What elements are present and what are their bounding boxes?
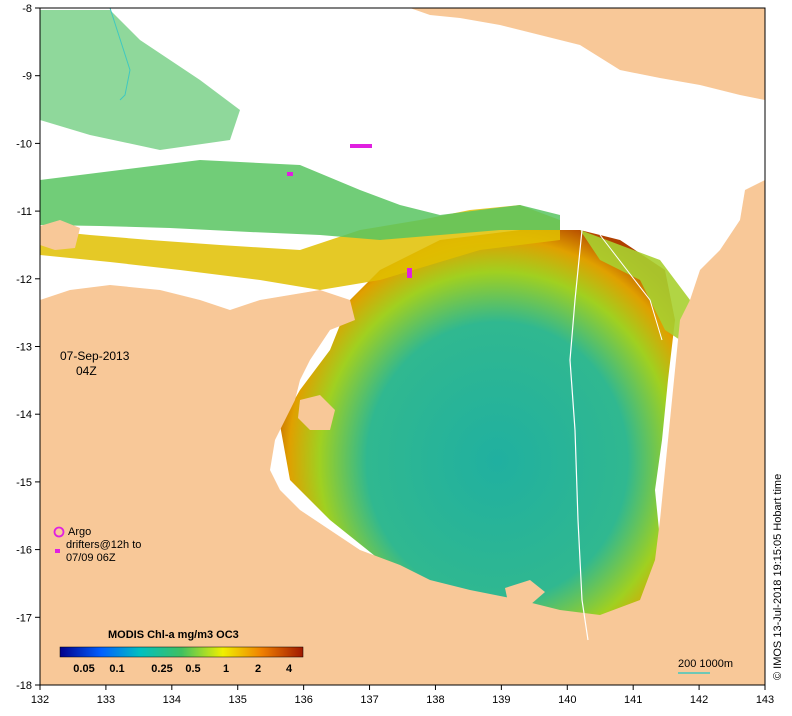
x-tick-label: 141 — [624, 694, 642, 706]
mornington-island — [505, 580, 545, 605]
colorbar-tick-label: 0.05 — [73, 663, 95, 675]
legend-argo-label: Argo — [68, 526, 92, 538]
x-tick-label: 134 — [163, 694, 181, 706]
colorbar-tick-label: 4 — [285, 663, 293, 675]
drifter-marker-icon — [55, 549, 60, 553]
gulf-chlorophyll — [280, 230, 675, 650]
x-tick-label: 140 — [558, 694, 576, 706]
map-date: 07-Sep-2013 — [60, 349, 130, 363]
x-tick-label: 138 — [426, 694, 444, 706]
colorbar-tick-label: 2 — [254, 663, 262, 675]
map-time: 04Z — [76, 364, 97, 378]
legend-drifters-time: 07/09 06Z — [66, 552, 116, 564]
y-tick-label: -13 — [16, 342, 32, 354]
x-tick-label: 142 — [690, 694, 708, 706]
y-tick-label: -12 — [16, 274, 32, 286]
y-tick-label: -15 — [16, 477, 32, 489]
y-tick-label: -14 — [16, 409, 32, 421]
scale-bar-label: 200 1000m — [678, 658, 734, 670]
y-tick-label: -8 — [22, 3, 32, 15]
x-tick-label: 139 — [492, 694, 510, 706]
y-axis: -8 -9 -10 -11 -12 -13 -14 -15 -16 -17 -18 — [16, 3, 40, 692]
x-tick-label: 143 — [756, 694, 774, 706]
timor-sea-patches — [40, 10, 240, 150]
colorbar-tick-label: 1 — [222, 663, 230, 675]
y-tick-label: -10 — [16, 138, 32, 150]
new-guinea-land — [410, 8, 765, 100]
isobath-line-white — [569, 229, 589, 641]
x-tick-label: 136 — [294, 694, 312, 706]
groote-eylandt — [298, 395, 335, 430]
isobath-200m — [109, 7, 131, 101]
y-tick-label: -18 — [16, 680, 32, 692]
tiwi-melville-islands — [40, 220, 80, 250]
y-tick-label: -16 — [16, 545, 32, 557]
colorbar-title: MODIS Chl-a mg/m3 OC3 — [108, 629, 239, 641]
legend-drifters-label: drifters@12h to — [66, 539, 142, 551]
credit-text: © IMOS 13-Jul-2018 19:15:05 Hobart time — [772, 473, 784, 680]
x-tick-label: 135 — [229, 694, 247, 706]
colorbar — [59, 646, 304, 658]
y-tick-label: -11 — [17, 206, 32, 218]
colorbar-tick-label: 0.1 — [109, 663, 125, 675]
colorbar-tick-label: 0.5 — [185, 663, 201, 675]
arafura-green-band — [40, 160, 560, 240]
argo-marker-icon — [53, 526, 65, 538]
x-tick-label: 132 — [31, 694, 49, 706]
y-tick-label: -17 — [16, 612, 32, 624]
colorbar-tick-label: 0.25 — [151, 663, 173, 675]
drifter-tracks — [287, 144, 412, 278]
drifter-track — [407, 268, 412, 278]
australia-land — [40, 180, 765, 685]
x-axis: 132 133 134 135 136 137 138 139 140 141 142 143 — [31, 685, 774, 706]
drifter-track — [287, 172, 293, 176]
drifter-track — [350, 144, 372, 148]
y-tick-label: -9 — [22, 71, 32, 83]
x-tick-label: 133 — [97, 694, 115, 706]
x-tick-label: 137 — [360, 694, 378, 706]
cape-york-band — [580, 230, 690, 340]
isobath-line-white-2 — [599, 234, 663, 341]
